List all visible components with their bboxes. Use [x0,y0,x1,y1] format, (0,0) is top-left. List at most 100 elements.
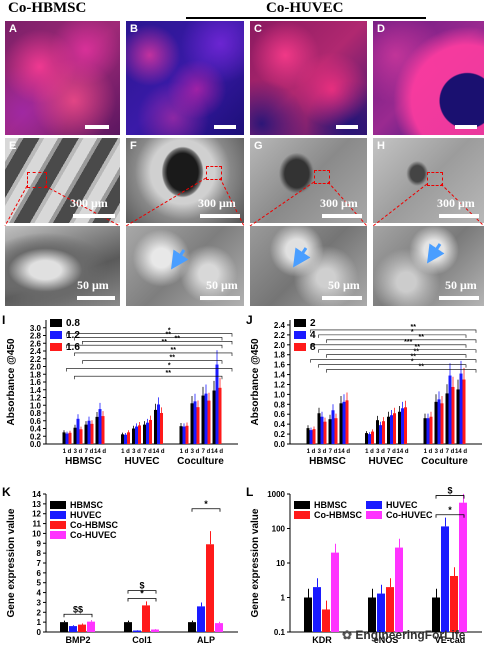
significance-bracket [74,375,223,380]
bar [135,426,138,444]
bar [160,413,163,444]
y-tick-label: 9 [37,539,42,548]
legend-label: 1.2 [66,330,80,341]
panel-label-i: I [2,313,5,327]
bar [149,419,152,444]
significance-mark: ** [414,349,420,356]
y-tick-label: 2.4 [30,347,42,356]
chart-i: I0.00.20.40.60.81.01.21.41.61.82.02.22.4… [2,313,238,467]
bar [376,420,379,444]
legend-label: Co-HBMSC [70,520,118,530]
bar [382,421,385,444]
legend-label: Co-HBMSC [314,510,362,520]
x-tick-label: 7 d [85,449,94,455]
bar [306,428,310,444]
x-tick-label: 7 d [143,449,152,455]
y-tick-label: 0.8 [30,409,42,418]
panel-label-e: E [9,140,17,152]
scale-bar [336,125,358,129]
bar [451,386,455,444]
significance-mark: * [204,499,208,509]
watermark-text: EngineeringForLife [355,628,466,642]
bar [379,425,382,444]
y-tick-label: 0.2 [274,430,286,439]
group-label: HBMSC [65,456,102,467]
y-tick-label: 1.2 [30,394,42,403]
y-tick-label: 14 [32,490,41,499]
bar [320,416,324,444]
x-tick-label: 7 d [446,449,455,455]
header-co-hbmsc: Co-HBMSC [8,0,87,16]
x-tick-label: 14 d [94,449,106,455]
bar [127,432,130,444]
bar [65,433,69,444]
bar [84,424,88,444]
significance-bracket [326,354,467,358]
significance-mark: * [168,362,171,369]
legend-swatch [50,501,66,509]
bar [179,426,183,444]
panel-label-c: C [254,23,262,35]
bar [218,387,222,444]
bar [395,547,403,632]
fluorescence-image-a: A [5,21,120,135]
category-label: VE-cad [435,635,466,645]
y-tick-label: 0.4 [274,420,286,429]
x-tick-label: 3 d [132,449,141,455]
y-tick-label: 1.8 [274,351,286,360]
legend-swatch [50,531,66,539]
y-tick-label: 0.2 [30,432,42,441]
y-tick-label: 2.0 [274,341,286,350]
y-tick-label: 2.2 [274,331,286,340]
legend-label: 8 [310,342,316,353]
x-tick-label: 3 d [318,449,327,455]
significance-bracket [435,514,465,518]
significance-mark: ** [171,347,177,354]
x-tick-label: 14 d [455,449,467,455]
fluorescence-image-b: B [126,21,244,135]
bar [437,399,441,444]
chart-l: L 0.1 1 10 100 1000 Gene expression value KDR eN… [246,485,482,645]
x-tick-label: 14 d [152,449,164,455]
significance-mark: * [411,329,414,336]
significance-mark: ** [166,370,172,377]
bar [377,593,385,632]
significance-bracket [63,613,93,618]
significance-mark: $ [447,486,452,496]
legend-label: HUVEC [70,510,102,520]
scale-bar [200,214,240,218]
legend-label: HUVEC [386,500,418,510]
legend-swatch [294,319,306,327]
scale-bar [322,296,362,300]
scale-label: 300 μm [198,196,236,210]
significance-mark: * [411,359,414,366]
y-tick-label: 1.4 [30,386,42,395]
bar [124,622,132,632]
legend-swatch [50,511,66,519]
bar [76,418,80,444]
significance-mark: ** [415,344,421,351]
bar [201,395,205,444]
y-tick-label: 8 [37,549,42,558]
bar [206,544,214,632]
scale-label: 300 μm [320,196,358,210]
bar [87,621,95,632]
bar [322,609,330,632]
legend-swatch [50,343,62,351]
x-tick-label: 1 d [121,449,130,455]
x-tick-label: 3 d [191,449,200,455]
bar [432,597,440,632]
bar [79,429,83,444]
bar [121,434,124,444]
significance-bracket [82,341,233,345]
bar [404,407,407,444]
y-tick-label: 0.8 [274,400,286,409]
x-tick-label: 1 d [307,449,316,455]
bar [426,418,430,444]
y-axis-label: Absorbance @450 [250,338,261,425]
y-tick-label: 11 [33,520,42,529]
watermark: ✿ EngineeringForLife [342,628,465,642]
bar [98,409,102,444]
bar [133,630,141,632]
